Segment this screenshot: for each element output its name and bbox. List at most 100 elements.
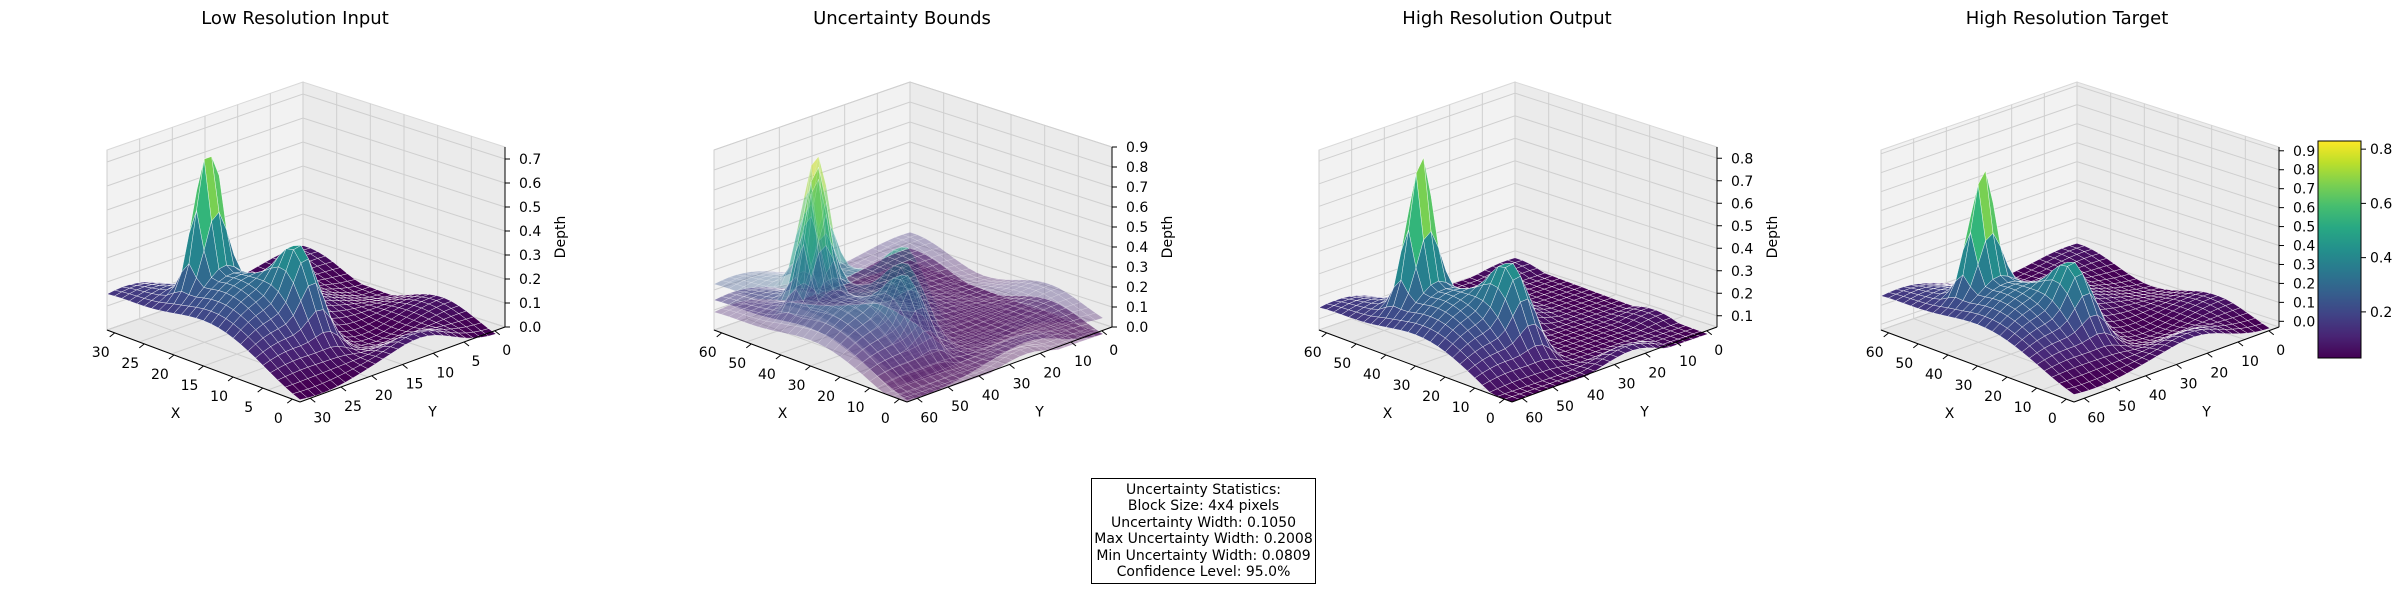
x-tick-label: 10	[2014, 400, 2032, 416]
z-tick-label: 0.7	[519, 152, 541, 168]
y-tick-label: 50	[1556, 399, 1574, 415]
x-tick-label: 20	[151, 367, 169, 383]
x-tick-label: 0	[881, 411, 890, 427]
stats-line: Min Uncertainty Width: 0.0809	[1096, 547, 1311, 564]
z-tick-label: 0.3	[519, 248, 541, 264]
x-tick-label: 10	[210, 389, 228, 405]
x-tick-label: 0	[1486, 411, 1495, 427]
z-tick-label: 0.2	[1126, 280, 1148, 296]
z-tick-label: 0.4	[519, 224, 541, 240]
y-axis-label: Y	[427, 405, 437, 421]
x-tick-label: 25	[121, 356, 139, 372]
y-tick-label: 5	[472, 354, 481, 370]
x-tick-label: 40	[1925, 367, 1943, 383]
y-tick-label: 20	[2210, 365, 2228, 381]
z-tick-label: 0.2	[519, 272, 541, 288]
x-tick-label: 5	[244, 400, 253, 416]
y-tick-label: 40	[2149, 388, 2167, 404]
y-tick-label: 30	[2180, 377, 2198, 393]
subplot-4: 60 50 40 30 20 10 0 60 50 40 30 20 10 0 0.0 0.1 0.2 0.3 0.…	[1866, 8, 2316, 427]
z-tick-label: 0.5	[519, 200, 541, 216]
depth-surface	[713, 156, 1104, 403]
z-tick-label: 0.2	[1731, 286, 1753, 302]
x-tick-label: 40	[1363, 367, 1381, 383]
y-tick-label: 0	[1714, 343, 1723, 359]
subplot-3: 60 50 40 30 20 10 0 60 50 40 30 20 10 0 0.1 0.2 0.3 0.4 0.…	[1304, 8, 1781, 427]
y-tick-label: 50	[951, 399, 969, 415]
z-tick-label: 0.5	[2293, 220, 2315, 236]
x-axis-label: X	[171, 406, 181, 422]
z-tick-label: 0.0	[2293, 314, 2315, 330]
x-tick-label: 20	[1422, 389, 1440, 405]
y-tick-label: 40	[1587, 388, 1605, 404]
z-tick-label: 0.0	[519, 320, 541, 336]
z-tick-label: 0.7	[2293, 182, 2315, 198]
stats-line: Uncertainty Statistics:	[1126, 482, 1281, 498]
z-tick-label: 0.1	[519, 296, 541, 312]
subplot-title: Low Resolution Input	[201, 8, 389, 29]
y-tick-label: 30	[313, 410, 331, 426]
colorbar-tick-label: 0.8	[2370, 142, 2392, 158]
z-tick-label: 0.4	[1126, 240, 1148, 256]
y-tick-label: 10	[1679, 354, 1697, 370]
y-tick-label: 20	[375, 388, 393, 404]
stats-line: Block Size: 4x4 pixels	[1127, 498, 1280, 515]
z-tick-label: 0.1	[1731, 309, 1753, 325]
y-tick-label: 25	[344, 399, 362, 415]
z-axis-label: Depth	[1160, 216, 1176, 259]
x-tick-label: 30	[1955, 378, 1973, 394]
z-tick-label: 0.9	[1126, 140, 1148, 156]
y-tick-label: 50	[2118, 399, 2136, 415]
z-tick-label: 0.7	[1126, 180, 1148, 196]
z-tick-label: 0.1	[2293, 295, 2315, 311]
y-tick-label: 0	[1109, 343, 1118, 359]
x-tick-label: 30	[1393, 378, 1411, 394]
z-tick-label: 0.4	[2293, 239, 2315, 255]
z-tick-label: 0.8	[1126, 160, 1148, 176]
depth-surface	[1318, 156, 1709, 403]
z-tick-label: 0.5	[1731, 219, 1753, 235]
z-tick-label: 0.3	[2293, 257, 2315, 273]
z-tick-label: 0.0	[1126, 320, 1148, 336]
x-tick-label: 10	[1452, 400, 1470, 416]
x-tick-label: 60	[1866, 345, 1884, 361]
x-tick-label: 20	[1984, 389, 2002, 405]
z-tick-label: 0.6	[1731, 196, 1753, 212]
y-axis-label: Y	[1639, 405, 1649, 421]
y-tick-label: 60	[2087, 410, 2105, 426]
y-tick-label: 20	[1648, 365, 1666, 381]
x-tick-label: 50	[1895, 356, 1913, 372]
y-axis-label: Y	[2201, 405, 2211, 421]
x-axis-label: X	[1383, 406, 1393, 422]
x-tick-label: 0	[2048, 411, 2057, 427]
stats-line: Confidence Level: 95.0%	[1116, 564, 1291, 581]
y-tick-label: 60	[920, 410, 938, 426]
stats-line: Uncertainty Width: 0.1050	[1110, 514, 1297, 531]
y-tick-label: 10	[2241, 354, 2259, 370]
subplot-title: High Resolution Output	[1402, 8, 1611, 29]
z-tick-label: 0.8	[1731, 151, 1753, 167]
colorbar-tick-label: 0.2	[2370, 305, 2392, 321]
x-tick-label: 60	[1304, 345, 1322, 361]
uncertainty-stats-box: Uncertainty Statistics: Block Size: 4x4 …	[1091, 478, 1316, 585]
subplot-2: 60 50 40 30 20 10 0 60 50 40 30 20 10 0 0.0 0.1 0.2 0.3 0.…	[699, 8, 1176, 427]
x-tick-label: 15	[181, 378, 199, 394]
colorbar-tick-label: 0.6	[2370, 196, 2392, 212]
x-tick-label: 30	[92, 345, 110, 361]
y-tick-label: 20	[1043, 365, 1061, 381]
y-tick-label: 0	[2276, 343, 2285, 359]
x-tick-label: 50	[728, 356, 746, 372]
colorbar-tick-label: 0.4	[2370, 251, 2392, 267]
x-tick-label: 60	[699, 345, 717, 361]
y-tick-label: 10	[436, 365, 454, 381]
y-axis-label: Y	[1034, 405, 1044, 421]
z-tick-label: 0.9	[2293, 144, 2315, 160]
z-tick-label: 0.8	[2293, 163, 2315, 179]
y-tick-label: 40	[982, 388, 1000, 404]
colorbar: 0.2 0.4 0.6 0.8	[2317, 140, 2392, 359]
z-tick-label: 0.6	[519, 176, 541, 192]
depth-surface	[1880, 170, 2271, 395]
x-tick-label: 50	[1333, 356, 1351, 372]
z-tick-label: 0.1	[1126, 300, 1148, 316]
subplot-1: 30 25 20 15 10 5 0 30 25 20 15 10 5 0 0.0 0.1 0.2 0.3 0.4 0…	[92, 8, 569, 427]
